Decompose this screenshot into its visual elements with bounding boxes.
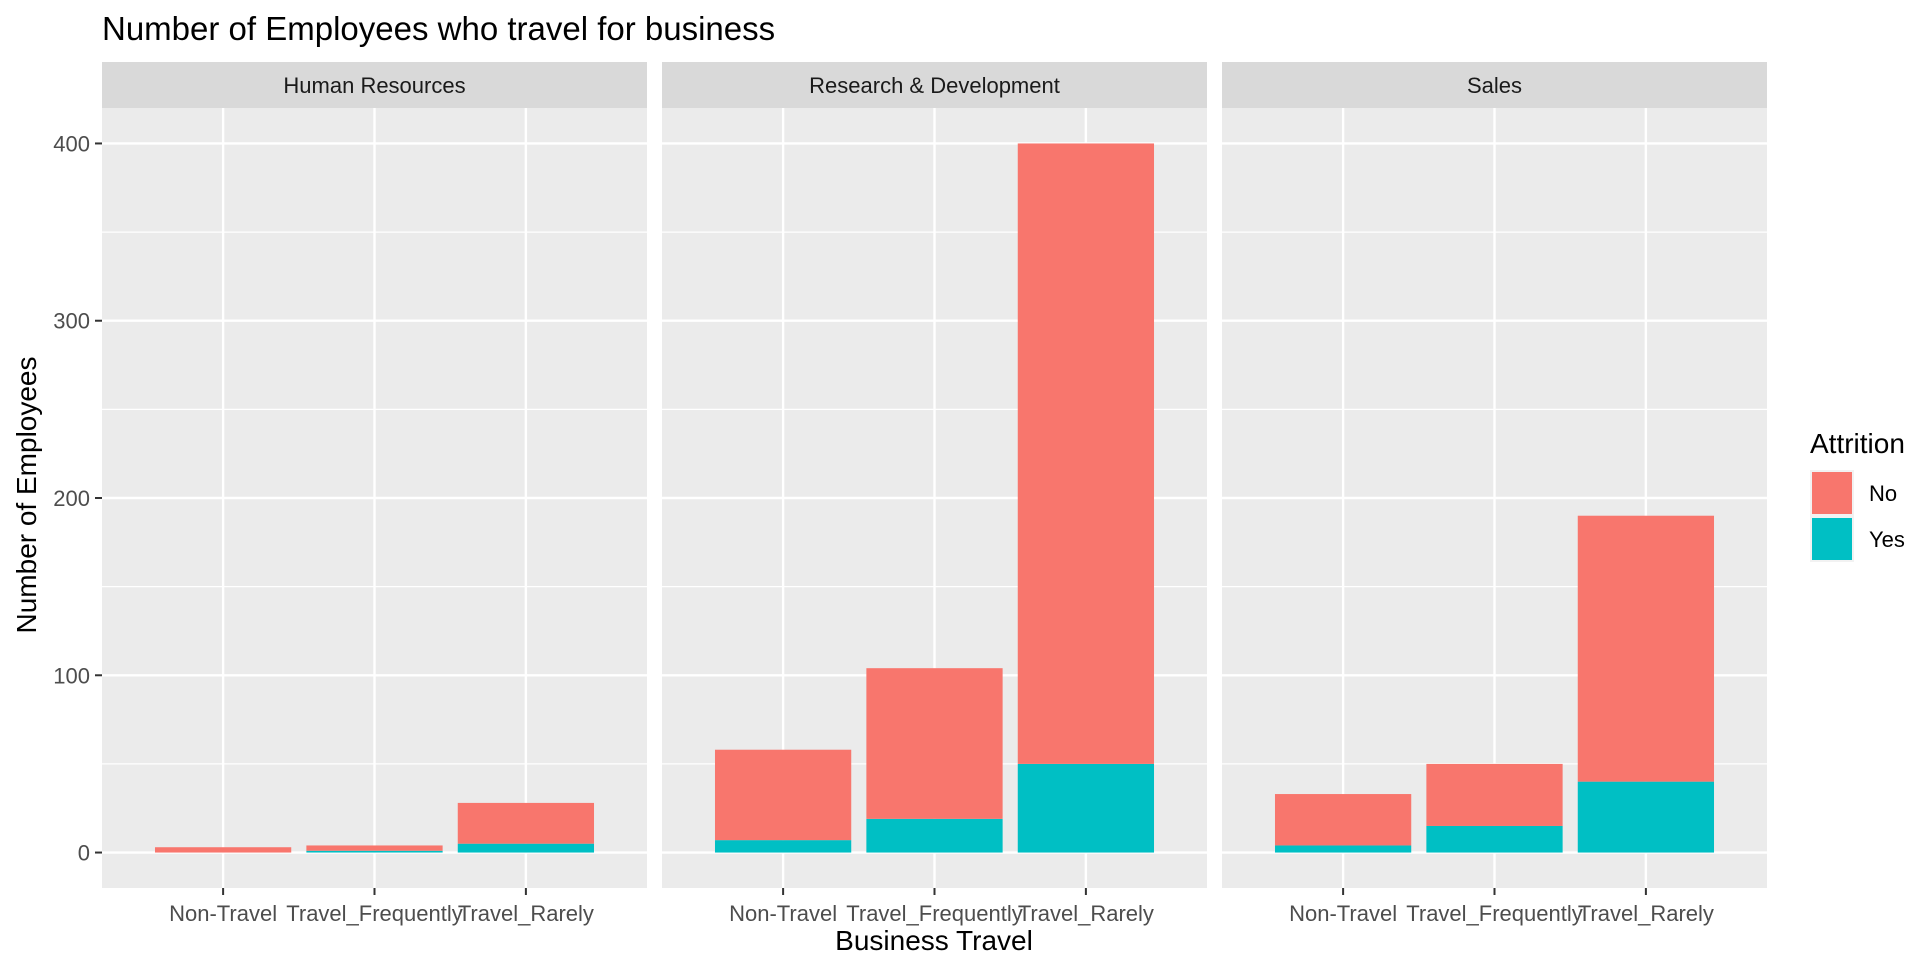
bar-segment xyxy=(866,668,1003,819)
x-tick-label: Non-Travel xyxy=(169,901,277,926)
legend-title: Attrition xyxy=(1810,428,1905,459)
x-tick-label: Travel_Frequently xyxy=(286,901,462,926)
y-tick-label: 0 xyxy=(78,841,90,866)
bar-segment xyxy=(1577,515,1715,782)
x-tick-label: Travel_Rarely xyxy=(1018,901,1154,926)
x-tick-label: Non-Travel xyxy=(1289,901,1397,926)
bar-segment xyxy=(714,749,852,841)
facet-panel: Research & Development Non-Travel Travel_F… xyxy=(662,62,1207,926)
facet-panel: Human Resources Non-Travel Travel_Frequent… xyxy=(102,62,647,926)
facet-label: Sales xyxy=(1467,73,1522,98)
bar-segment xyxy=(866,818,1003,853)
bar-segment xyxy=(1017,763,1155,853)
bar-segment xyxy=(457,802,595,844)
bar-segment xyxy=(154,847,292,853)
facet-panel: Sales Non-Travel Travel_FrequentlyTravel_R… xyxy=(1222,62,1767,926)
y-tick-label: 300 xyxy=(53,309,90,334)
legend-label: Yes xyxy=(1869,527,1905,552)
bar-segment xyxy=(457,843,595,853)
legend: Attrition No Yes xyxy=(1810,428,1905,562)
bar-segment xyxy=(1426,763,1563,826)
y-tick-label: 100 xyxy=(53,663,90,688)
y-tick-label: 200 xyxy=(53,486,90,511)
x-tick-label: Travel_Frequently xyxy=(846,901,1022,926)
bar-segment xyxy=(306,845,443,851)
y-axis-title: Number of Employees xyxy=(11,356,42,633)
bar-segment xyxy=(1426,825,1563,853)
bar-segment xyxy=(714,840,852,853)
legend-label: No xyxy=(1869,481,1897,506)
bar-segment xyxy=(306,850,443,853)
bar-segment xyxy=(1577,781,1715,853)
facet-label: Human Resources xyxy=(283,73,465,98)
y-axis: 0 100 200 300 400 xyxy=(53,131,102,866)
facet-strip xyxy=(1222,62,1767,108)
facets: Human Resources Non-Travel Travel_Frequent… xyxy=(102,62,1767,926)
bar-segment xyxy=(1274,845,1412,853)
facet-strip xyxy=(102,62,647,108)
legend-key xyxy=(1812,472,1852,514)
facet-strip xyxy=(662,62,1207,108)
facet-label: Research & Development xyxy=(809,73,1060,98)
bar-segment xyxy=(1017,143,1155,764)
x-tick-label: Travel_Rarely xyxy=(458,901,594,926)
x-tick-label: Non-Travel xyxy=(729,901,837,926)
x-axis-title: Business Travel xyxy=(835,925,1033,956)
x-tick-label: Travel_Rarely xyxy=(1578,901,1714,926)
legend-key xyxy=(1812,518,1852,560)
y-tick-label: 400 xyxy=(53,131,90,156)
bar-segment xyxy=(1274,794,1412,846)
chart-title: Number of Employees who travel for busin… xyxy=(102,10,775,47)
x-tick-label: Travel_Frequently xyxy=(1406,901,1582,926)
